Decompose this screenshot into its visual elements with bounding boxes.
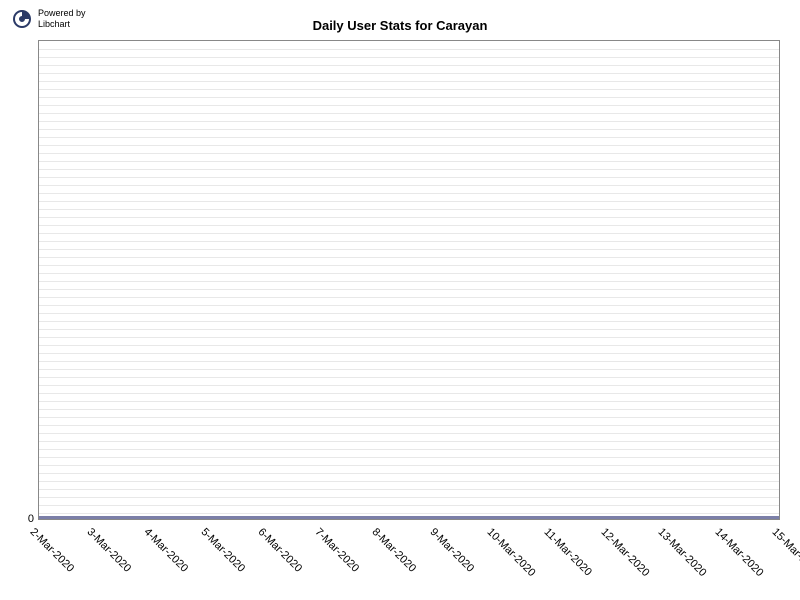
grid-line — [39, 185, 779, 186]
x-tick-label: 13-Mar-2020 — [655, 526, 708, 579]
grid-line — [39, 209, 779, 210]
grid-line — [39, 81, 779, 82]
grid-line — [39, 465, 779, 466]
grid-line — [39, 57, 779, 58]
grid-line — [39, 113, 779, 114]
grid-line — [39, 241, 779, 242]
x-tick-label: 4-Mar-2020 — [142, 526, 191, 575]
grid-line — [39, 281, 779, 282]
branding-line2: Libchart — [38, 19, 86, 30]
x-tick-label: 7-Mar-2020 — [313, 526, 362, 575]
libchart-logo-icon — [12, 9, 32, 29]
grid-line — [39, 233, 779, 234]
grid-line — [39, 513, 779, 514]
grid-line — [39, 89, 779, 90]
grid-line — [39, 153, 779, 154]
branding: Powered by Libchart — [12, 8, 86, 30]
grid-line — [39, 313, 779, 314]
grid-line — [39, 289, 779, 290]
grid-line — [39, 377, 779, 378]
grid-line — [39, 121, 779, 122]
branding-line1: Powered by — [38, 8, 86, 19]
grid-line — [39, 345, 779, 346]
grid-line — [39, 369, 779, 370]
grid-line — [39, 225, 779, 226]
grid-line — [39, 273, 779, 274]
x-tick-label: 11-Mar-2020 — [541, 526, 593, 578]
grid-line — [39, 337, 779, 338]
x-tick-label: 14-Mar-2020 — [712, 526, 765, 579]
grid-line — [39, 217, 779, 218]
grid-line — [39, 385, 779, 386]
grid-line — [39, 129, 779, 130]
grid-line — [39, 361, 779, 362]
x-tick-label: 12-Mar-2020 — [598, 526, 651, 579]
x-tick-label: 8-Mar-2020 — [370, 526, 419, 575]
grid-line — [39, 449, 779, 450]
grid-line — [39, 305, 779, 306]
grid-line — [39, 257, 779, 258]
plot-area — [38, 40, 780, 520]
grid-line — [39, 97, 779, 98]
x-tick-label: 2-Mar-2020 — [28, 526, 77, 575]
grid-line — [39, 105, 779, 106]
grid-line — [39, 249, 779, 250]
grid-line — [39, 321, 779, 322]
grid-line — [39, 497, 779, 498]
grid-line — [39, 201, 779, 202]
y-tick-label: 0 — [4, 513, 34, 525]
x-tick-label: 3-Mar-2020 — [85, 526, 134, 575]
grid-line — [39, 177, 779, 178]
grid-line — [39, 193, 779, 194]
grid-line — [39, 401, 779, 402]
grid-line — [39, 409, 779, 410]
grid-line — [39, 297, 779, 298]
data-series-line — [39, 516, 779, 519]
x-tick-label: 10-Mar-2020 — [484, 526, 537, 579]
grid-line — [39, 481, 779, 482]
grid-line — [39, 49, 779, 50]
grid-line — [39, 505, 779, 506]
grid-line — [39, 489, 779, 490]
x-tick-label: 15-Mar-2020 — [770, 526, 800, 579]
x-tick-label: 6-Mar-2020 — [256, 526, 305, 575]
grid-line — [39, 161, 779, 162]
grid-line — [39, 329, 779, 330]
grid-line — [39, 393, 779, 394]
chart-title: Daily User Stats for Carayan — [313, 18, 488, 33]
x-tick-label: 5-Mar-2020 — [199, 526, 248, 575]
grid-line — [39, 145, 779, 146]
grid-line — [39, 73, 779, 74]
grid-line — [39, 65, 779, 66]
grid-line — [39, 473, 779, 474]
grid-line — [39, 457, 779, 458]
grid-line — [39, 441, 779, 442]
grid-line — [39, 169, 779, 170]
grid-line — [39, 425, 779, 426]
grid-line — [39, 137, 779, 138]
x-tick-label: 9-Mar-2020 — [427, 526, 476, 575]
grid-line — [39, 353, 779, 354]
grid-line — [39, 433, 779, 434]
grid-line — [39, 417, 779, 418]
branding-text: Powered by Libchart — [38, 8, 86, 30]
grid-line — [39, 265, 779, 266]
